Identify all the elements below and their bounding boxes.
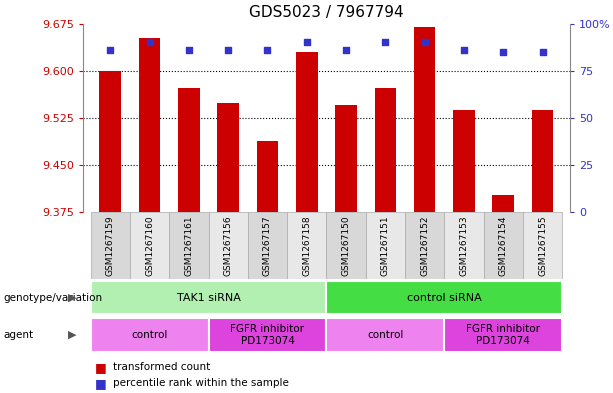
Bar [523, 212, 562, 279]
Text: ▶: ▶ [67, 330, 76, 340]
Text: GSM1267152: GSM1267152 [420, 215, 429, 276]
Text: GSM1267160: GSM1267160 [145, 215, 154, 276]
Bar [335, 105, 357, 212]
Text: GSM1267150: GSM1267150 [341, 215, 351, 276]
Bar [91, 318, 208, 352]
Bar [453, 110, 475, 212]
Text: ■: ■ [95, 376, 107, 390]
Point [262, 47, 272, 53]
Text: agent: agent [3, 330, 33, 340]
Bar [130, 212, 169, 279]
Text: control: control [367, 330, 403, 340]
Text: percentile rank within the sample: percentile rank within the sample [113, 378, 289, 388]
Point [420, 39, 430, 46]
Text: TAK1 siRNA: TAK1 siRNA [177, 293, 240, 303]
Text: GSM1267154: GSM1267154 [499, 215, 508, 276]
Text: GSM1267156: GSM1267156 [224, 215, 233, 276]
Text: GSM1267158: GSM1267158 [302, 215, 311, 276]
Text: FGFR inhibitor
PD173074: FGFR inhibitor PD173074 [230, 324, 305, 346]
Text: genotype/variation: genotype/variation [3, 293, 102, 303]
Bar [327, 212, 366, 279]
Point [498, 49, 508, 55]
Point [381, 39, 390, 46]
Bar [492, 195, 514, 212]
Point [145, 39, 154, 46]
Point [105, 47, 115, 53]
Bar [208, 212, 248, 279]
Bar [444, 212, 484, 279]
Bar [531, 110, 554, 212]
Bar [405, 212, 444, 279]
Text: GSM1267153: GSM1267153 [460, 215, 468, 276]
Bar [327, 281, 562, 314]
Bar [327, 318, 444, 352]
Bar [366, 212, 405, 279]
Point [341, 47, 351, 53]
Point [184, 47, 194, 53]
Text: FGFR inhibitor
PD173074: FGFR inhibitor PD173074 [466, 324, 540, 346]
Bar [139, 38, 161, 212]
Text: ▶: ▶ [67, 293, 76, 303]
Bar [91, 281, 327, 314]
Title: GDS5023 / 7967794: GDS5023 / 7967794 [249, 5, 404, 20]
Bar [91, 212, 130, 279]
Text: control: control [131, 330, 168, 340]
Bar [257, 141, 278, 212]
Bar [287, 212, 327, 279]
Bar [248, 212, 287, 279]
Text: GSM1267161: GSM1267161 [185, 215, 193, 276]
Bar [375, 88, 396, 212]
Bar [218, 103, 239, 212]
Bar [169, 212, 208, 279]
Point [459, 47, 469, 53]
Text: GSM1267159: GSM1267159 [106, 215, 115, 276]
Bar [208, 318, 327, 352]
Text: control siRNA: control siRNA [407, 293, 482, 303]
Bar [484, 212, 523, 279]
Point [223, 47, 233, 53]
Text: GSM1267155: GSM1267155 [538, 215, 547, 276]
Bar [99, 71, 121, 212]
Bar [178, 88, 200, 212]
Point [302, 39, 311, 46]
Point [538, 49, 547, 55]
Bar [414, 27, 435, 212]
Text: GSM1267157: GSM1267157 [263, 215, 272, 276]
Bar [444, 318, 562, 352]
Bar [296, 52, 318, 212]
Text: GSM1267151: GSM1267151 [381, 215, 390, 276]
Text: ■: ■ [95, 361, 107, 374]
Text: transformed count: transformed count [113, 362, 211, 373]
